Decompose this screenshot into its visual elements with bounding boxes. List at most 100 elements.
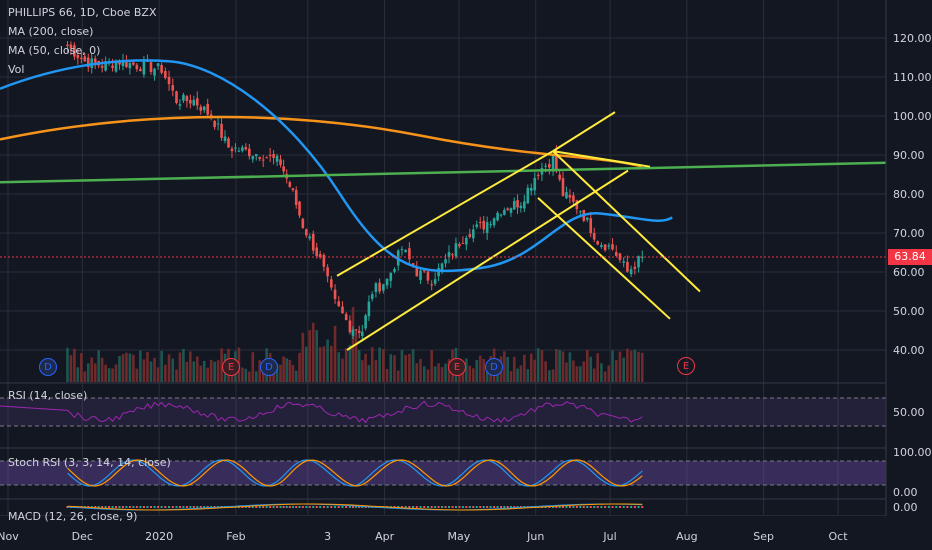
macd-tick-label: 0.00 [893, 501, 918, 514]
macd-histogram-bar [565, 506, 568, 508]
candle-body [220, 123, 223, 138]
volume-bar [326, 339, 329, 382]
volume-bar [572, 360, 575, 382]
macd-histogram-bar [164, 506, 167, 508]
macd-histogram-bar [426, 506, 429, 508]
candle-body [370, 294, 374, 299]
candle-body [100, 65, 104, 68]
macd-histogram-bar [258, 506, 261, 508]
chart-title: PHILLIPS 66, 1D, Cboe BZX [8, 6, 157, 19]
candle-body [315, 247, 319, 256]
y-axis-background [886, 0, 932, 550]
volume-bar [396, 370, 400, 382]
macd-histogram-bar [404, 506, 407, 508]
macd-histogram-bar [115, 506, 118, 508]
candle-body [291, 188, 295, 191]
candle-body [393, 269, 396, 272]
volume-bar [529, 353, 533, 382]
volume-bar [575, 366, 579, 382]
candle-body [382, 284, 385, 291]
candle-body [603, 244, 607, 251]
volume-bar [408, 353, 411, 382]
macd-histogram-bar [408, 506, 411, 508]
earnings-event-icon[interactable]: E [448, 358, 466, 376]
macd-histogram-bar [637, 506, 640, 508]
macd-histogram-bar [345, 506, 348, 508]
volume-bar [86, 363, 90, 382]
candle-body [551, 155, 555, 172]
volume-bar [512, 356, 516, 382]
macd-histogram-bar [561, 506, 564, 508]
candle-body [111, 65, 114, 68]
volume-bar [614, 360, 618, 382]
volume-bar [337, 352, 341, 382]
candle-body [318, 254, 322, 258]
candle-body [523, 201, 526, 209]
x-tick-label: Dec [72, 530, 93, 543]
macd-histogram-bar [153, 506, 156, 508]
candle-body [135, 64, 139, 70]
candle-body [294, 190, 298, 205]
volume-bar [385, 369, 389, 382]
macd-histogram-bar [611, 506, 614, 508]
candle-body [626, 261, 629, 272]
volume-bar [516, 368, 519, 382]
volume-bar [540, 350, 544, 382]
ma200-legend[interactable]: MA (200, close) [8, 25, 94, 38]
macd-histogram-bar [168, 506, 171, 508]
candle-body [104, 61, 107, 71]
macd-histogram-bar [108, 506, 111, 508]
candle-body [86, 57, 90, 68]
candle-body [213, 120, 216, 128]
macd-histogram-bar [400, 506, 403, 508]
volume-bar [433, 366, 437, 382]
volume-bar [419, 358, 422, 382]
macd-histogram-bar [101, 506, 104, 508]
volume-bar [526, 369, 530, 382]
volume-bar [551, 369, 555, 382]
x-tick-label: Aug [676, 530, 697, 543]
earnings-event-icon[interactable]: E [222, 358, 240, 376]
trend-lines[interactable] [0, 111, 887, 351]
candle-body [629, 269, 633, 275]
volume-bar [220, 348, 223, 382]
dividend-event-icon[interactable]: D [260, 358, 278, 376]
macd-histogram-bar [596, 506, 599, 508]
upcoming-earnings-icon[interactable]: E [677, 357, 695, 375]
candle-body [468, 234, 472, 238]
macd-histogram-bar [352, 506, 355, 508]
ma50-legend[interactable]: MA (50, close, 0) [8, 44, 101, 57]
dividend-event-icon[interactable]: D [485, 358, 503, 376]
candle-body [385, 278, 389, 286]
candle-body [440, 263, 444, 272]
volume-bar [275, 364, 279, 382]
volume-bar [301, 332, 305, 382]
candle-body [275, 155, 279, 162]
stoch-rsi-legend[interactable]: Stoch RSI (3, 3, 14, 14, close) [8, 456, 171, 469]
volume-bar [66, 347, 69, 382]
vol-legend[interactable]: Vol [8, 63, 25, 76]
macd-histogram-bar [203, 506, 206, 508]
macd-histogram-bar [276, 506, 279, 508]
macd-histogram-bar [248, 506, 251, 508]
y-tick-label: 70.00 [893, 227, 925, 240]
candle-body [192, 99, 196, 106]
macd-histogram-bar [334, 506, 337, 508]
volume-bar [175, 369, 178, 382]
candle-body [357, 330, 361, 333]
volume-bar [121, 354, 125, 382]
dividend-event-icon[interactable]: D [39, 358, 57, 376]
candle-body [195, 98, 199, 106]
volume-bar [389, 354, 393, 382]
candle-body [125, 60, 128, 67]
rsi-legend[interactable]: RSI (14, close) [8, 389, 88, 402]
volume-bar [142, 359, 146, 382]
macd-histogram-bar [305, 506, 308, 508]
volume-bar [192, 361, 196, 382]
macd-histogram-bar [121, 506, 124, 508]
macd-histogram-bar [97, 506, 100, 508]
macd-legend[interactable]: MACD (12, 26, close, 9) [8, 510, 138, 523]
stoch-d-line [67, 459, 643, 487]
candle-body [282, 166, 285, 172]
